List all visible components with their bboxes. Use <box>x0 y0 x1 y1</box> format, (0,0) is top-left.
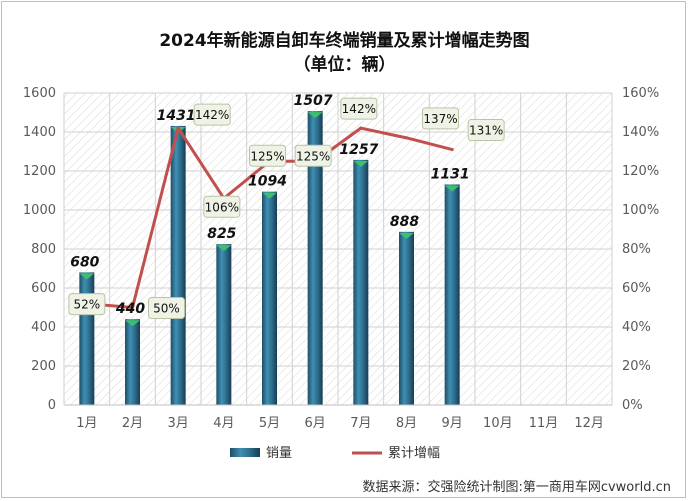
x-tick-label: 4月 <box>213 416 234 431</box>
percent-label: 142% <box>195 108 229 122</box>
bar-cap <box>216 245 232 252</box>
percent-label: 52% <box>73 298 100 312</box>
line-point <box>450 148 454 152</box>
bar-cap <box>307 112 323 119</box>
x-tick-label: 8月 <box>396 416 417 431</box>
line-segment <box>405 136 454 152</box>
percent-callout-box <box>422 107 459 130</box>
y-left-tick-label: 800 <box>31 242 56 257</box>
percent-label: 106% <box>205 200 239 214</box>
percent-callout-box <box>294 144 332 167</box>
y-right-tick-label: 60% <box>622 281 651 296</box>
y-left-tick-label: 400 <box>31 320 56 335</box>
line-point <box>359 126 363 130</box>
y-right-tick-label: 120% <box>622 164 659 179</box>
x-tick-label: 6月 <box>305 416 326 431</box>
bar-cap <box>79 273 95 280</box>
y-left-tick-label: 1600 <box>23 86 56 101</box>
percent-callout-box <box>203 195 241 218</box>
bar-value-label: 1507 <box>294 93 333 109</box>
bar <box>353 159 369 405</box>
x-tick-label: 3月 <box>168 416 189 431</box>
percent-label: 137% <box>423 112 457 126</box>
bar <box>79 272 95 405</box>
percent-label: 125% <box>250 149 284 163</box>
y-left-tick-label: 200 <box>31 359 56 374</box>
y-right-tick-label: 140% <box>622 125 659 140</box>
x-tick-label: 12月 <box>574 416 604 431</box>
percent-label: 125% <box>296 149 330 163</box>
y-right-tick-label: 100% <box>622 203 659 218</box>
bar <box>216 244 232 405</box>
source-note: 数据来源：交强险统计制图:第一商用车网cvworld.cn <box>362 480 671 495</box>
percent-label: 142% <box>342 102 376 116</box>
line-segment <box>222 159 271 200</box>
line-segment <box>131 126 180 309</box>
y-left-tick-label: 600 <box>31 281 56 296</box>
x-tick-label: 5月 <box>259 416 280 431</box>
bar-value-label: 680 <box>70 254 99 270</box>
percent-callout-box <box>467 119 505 142</box>
bar <box>170 125 186 405</box>
bar-cap <box>262 192 277 199</box>
x-tick-label: 9月 <box>442 416 463 431</box>
percent-callout-box <box>68 293 106 316</box>
line-point <box>176 126 180 130</box>
bar-value-label: 1431 <box>157 108 196 124</box>
bar-value-label: 1094 <box>248 174 287 190</box>
legend-line-label: 累计增幅 <box>388 446 440 461</box>
y-right-tick-label: 80% <box>622 242 651 257</box>
chart-subtitle: （单位：辆） <box>293 55 396 75</box>
percent-label: 131% <box>469 124 503 138</box>
bar-value-label: 1131 <box>431 166 470 182</box>
legend-bar-swatch <box>230 448 260 457</box>
y-right-tick-label: 40% <box>622 320 651 335</box>
percent-label: 50% <box>153 302 180 316</box>
percent-callout-box <box>148 297 185 319</box>
legend-bar-label: 销量 <box>266 446 292 461</box>
percent-callout-box <box>193 103 231 126</box>
y-right-tick-label: 160% <box>622 86 659 101</box>
bar <box>399 231 414 405</box>
bar <box>125 319 140 405</box>
bar-value-label: 825 <box>207 226 236 242</box>
x-tick-label: 11月 <box>529 416 559 431</box>
bar <box>262 191 277 405</box>
x-tick-label: 10月 <box>483 416 513 431</box>
bar <box>444 184 460 405</box>
bar-cap <box>444 185 460 192</box>
bar-cap <box>399 232 414 239</box>
bar-cap <box>353 160 369 167</box>
y-right-tick-label: 20% <box>622 359 651 374</box>
percent-callout-box <box>249 144 286 167</box>
y-right-tick-label: 0% <box>622 398 643 413</box>
line-segment <box>176 126 226 200</box>
bar-value-label: 440 <box>115 301 145 317</box>
x-tick-label: 2月 <box>122 416 143 431</box>
bar-value-label: 1257 <box>339 142 378 158</box>
y-left-tick-label: 1000 <box>23 203 56 218</box>
line-point <box>405 136 408 140</box>
bar <box>307 111 323 405</box>
line-segment <box>359 126 408 140</box>
y-left-tick-label: 1200 <box>23 164 56 179</box>
x-tick-label: 7月 <box>350 416 371 431</box>
x-tick-label: 1月 <box>76 416 97 431</box>
y-left-tick-label: 1400 <box>23 125 56 140</box>
bar-cap <box>125 320 140 327</box>
percent-callout-box <box>340 97 378 120</box>
chart-title: 2024年新能源自卸车终端销量及累计增幅走势图 <box>159 31 530 51</box>
y-left-tick-label: 0 <box>48 398 56 413</box>
bar-value-label: 888 <box>390 214 419 230</box>
line-point <box>131 306 134 309</box>
